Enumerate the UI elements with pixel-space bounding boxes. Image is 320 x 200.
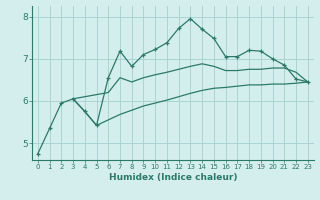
X-axis label: Humidex (Indice chaleur): Humidex (Indice chaleur) [108, 173, 237, 182]
